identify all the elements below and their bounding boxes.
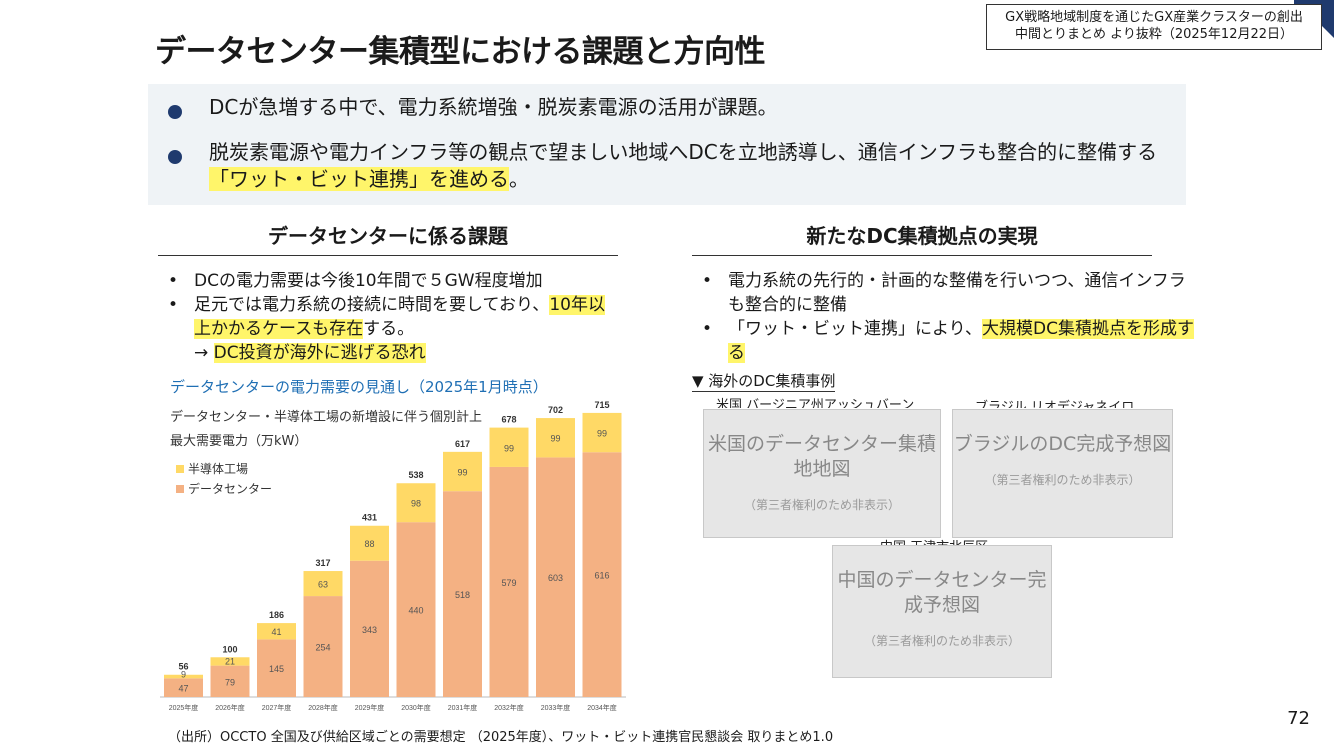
source-footer: （出所）OCCTO 全国及び供給区域ごとの需要想定 （2025年度）、ワット・ビ… [168,730,834,745]
x-tick-label: 2027年度 [262,703,292,712]
bar-segment-semi [396,483,436,523]
right-section-heading: 新たなDC集積拠点の実現 [692,220,1152,256]
bar-segment-dc [536,457,575,697]
legend-dc: データセンター [176,480,272,497]
data-label-dc: 440 [408,606,423,616]
data-label-semi: 99 [504,443,514,453]
data-label-dc: 343 [362,625,377,635]
bar-segment-semi [164,674,203,679]
image-placeholder-brazil: ブラジルのDC完成予想図 （第三者権利のため非表示） [952,409,1173,538]
source-line-2: 中間とりまとめ より抜粋（2025年12月22日） [1014,27,1294,42]
data-label-semi: 99 [457,468,467,478]
page-number: 72 [1287,708,1310,729]
bar-segment-semi [210,657,250,666]
bar-segment-dc [443,491,482,697]
data-label-dc: 518 [455,590,470,600]
x-tick-label: 2034年度 [587,703,617,712]
summary-box: DCが急増する中で、電力系統増強・脱炭素電源の活用が課題。 脱炭素電源や電力イン… [148,84,1186,205]
left-arrow-line: → DC投資が海外に逃げる恐れ [194,343,426,363]
right-bullet-1: 電力系統の先行的・計画的な整備を行いつつ、通信インフラも整合的に整備 [694,269,1194,317]
x-tick-label: 2032年度 [494,703,524,712]
x-tick-label: 2033年度 [541,703,571,712]
data-label-total: 56 [178,662,188,672]
data-label-dc: 145 [269,664,284,674]
legend-swatch-semi [176,465,184,473]
data-label-total: 715 [594,400,609,410]
data-label-semi: 21 [225,657,235,667]
right-bullet-2: 「ワット・ビット連携」により、大規模DC集積拠点を形成する [694,317,1194,365]
bar-segment-dc [164,678,203,697]
bar-segment-semi [257,623,296,640]
data-label-total: 186 [269,610,284,620]
left-section-heading: データセンターに係る課題 [158,220,618,256]
bar-segment-dc [489,466,529,697]
data-label-dc: 579 [501,578,516,588]
summary-bullet-2: 脱炭素電源や電力インフラ等の観点で望ましい地域へDCを立地誘導し、通信インフラも… [168,139,1178,193]
legend-swatch-dc [176,485,184,493]
data-label-total: 100 [222,644,237,654]
data-label-semi: 88 [364,539,374,549]
data-label-semi: 63 [318,580,328,590]
bullet-dot [168,105,182,119]
bar-segment-semi [350,525,389,561]
data-label-total: 317 [315,558,330,568]
left-bullet-2: 足元では電力系統の接続に時間を要しており、10年以上かかるケースも存在する。 [160,293,620,341]
bar-segment-semi [536,418,575,458]
page-title: データセンター集積型における課題と方向性 [155,34,766,70]
data-label-dc: 254 [315,643,330,653]
data-label-dc: 603 [548,573,563,583]
data-label-semi: 98 [411,499,421,509]
bullet-dot [168,150,182,164]
data-label-semi: 99 [550,434,560,444]
data-label-dc: 79 [225,677,235,687]
left-bullet-list: DCの電力需要は今後10年間で５GW程度増加 足元では電力系統の接続に時間を要し… [160,269,620,365]
image-placeholder-us: 米国のデータセンター集積地地図 （第三者権利のため非表示） [703,409,941,538]
data-label-total: 617 [455,439,470,449]
summary-bullet-1: DCが急増する中で、電力系統増強・脱炭素電源の活用が課題。 [168,94,1178,121]
data-label-semi: 41 [271,627,281,637]
data-label-dc: 616 [594,571,609,581]
bar-segment-dc [350,560,389,697]
corner-accent-bar [1294,0,1334,4]
data-label-total: 431 [362,513,377,523]
x-tick-label: 2025年度 [169,703,199,712]
x-tick-label: 2026年度 [215,703,245,712]
source-box: GX戦略地域制度を通じたGX産業クラスターの創出 中間とりまとめ より抜粋（20… [986,4,1322,50]
left-bullet-1: DCの電力需要は今後10年間で５GW程度増加 [160,269,620,293]
bar-segment-semi [582,412,622,453]
case-caption-us: 米国 バージニア州アッシュバーン [716,398,915,408]
bar-segment-dc [396,522,436,697]
bar-segment-dc [210,665,250,697]
chart-svg: 47 956 2025年度 79 21 100 2026年度 145 41 186 2027年度 25… [160,400,626,712]
bar-segment-dc [303,596,343,697]
bar-segment-dc [582,452,622,697]
data-label-semi: 9 [181,669,186,679]
image-placeholder-china: 中国のデータセンター完成予想図 （第三者権利のため非表示） [832,545,1052,678]
source-line-1: GX戦略地域制度を通じたGX産業クラスターの創出 [1005,10,1303,25]
data-label-total: 678 [501,415,516,425]
x-tick-label: 2030年度 [401,703,431,712]
right-bullet-list: 電力系統の先行的・計画的な整備を行いつつ、通信インフラも整合的に整備 「ワット・… [694,269,1194,365]
case-caption-brazil: ブラジル リオデジャネイロ [975,400,1135,408]
dc-demand-chart: データセンターの電力需要の見通し（2025年1月時点） データセンター・半導体工… [160,372,630,717]
highlight-watt-bit: 「ワット・ビット連携」を進める [209,167,509,191]
data-label-total: 702 [548,405,563,415]
data-label-total: 538 [408,470,423,480]
bar-segment-semi [303,571,343,597]
bar-segment-dc [257,639,296,697]
bar-segment-semi [443,451,482,492]
data-label-dc: 47 [178,684,188,694]
x-tick-label: 2029年度 [355,703,385,712]
legend-semi: 半導体工場 [176,460,248,477]
bar-segment-semi [489,427,529,467]
data-label-semi: 99 [597,429,607,439]
chart-subtitle-2: 最大需要電力（万kW） [170,434,308,449]
x-tick-label: 2031年度 [448,703,478,712]
x-tick-label: 2028年度 [308,703,338,712]
case-caption-china: 中国 天津市北辰区 [880,536,1000,545]
chart-title: データセンターの電力需要の見通し（2025年1月時点） [170,378,548,396]
chart-subtitle-1: データセンター・半導体工場の新増設に伴う個別計上 [170,410,483,425]
overseas-cases-label: ▼ 海外のDC集積事例 [692,372,836,392]
